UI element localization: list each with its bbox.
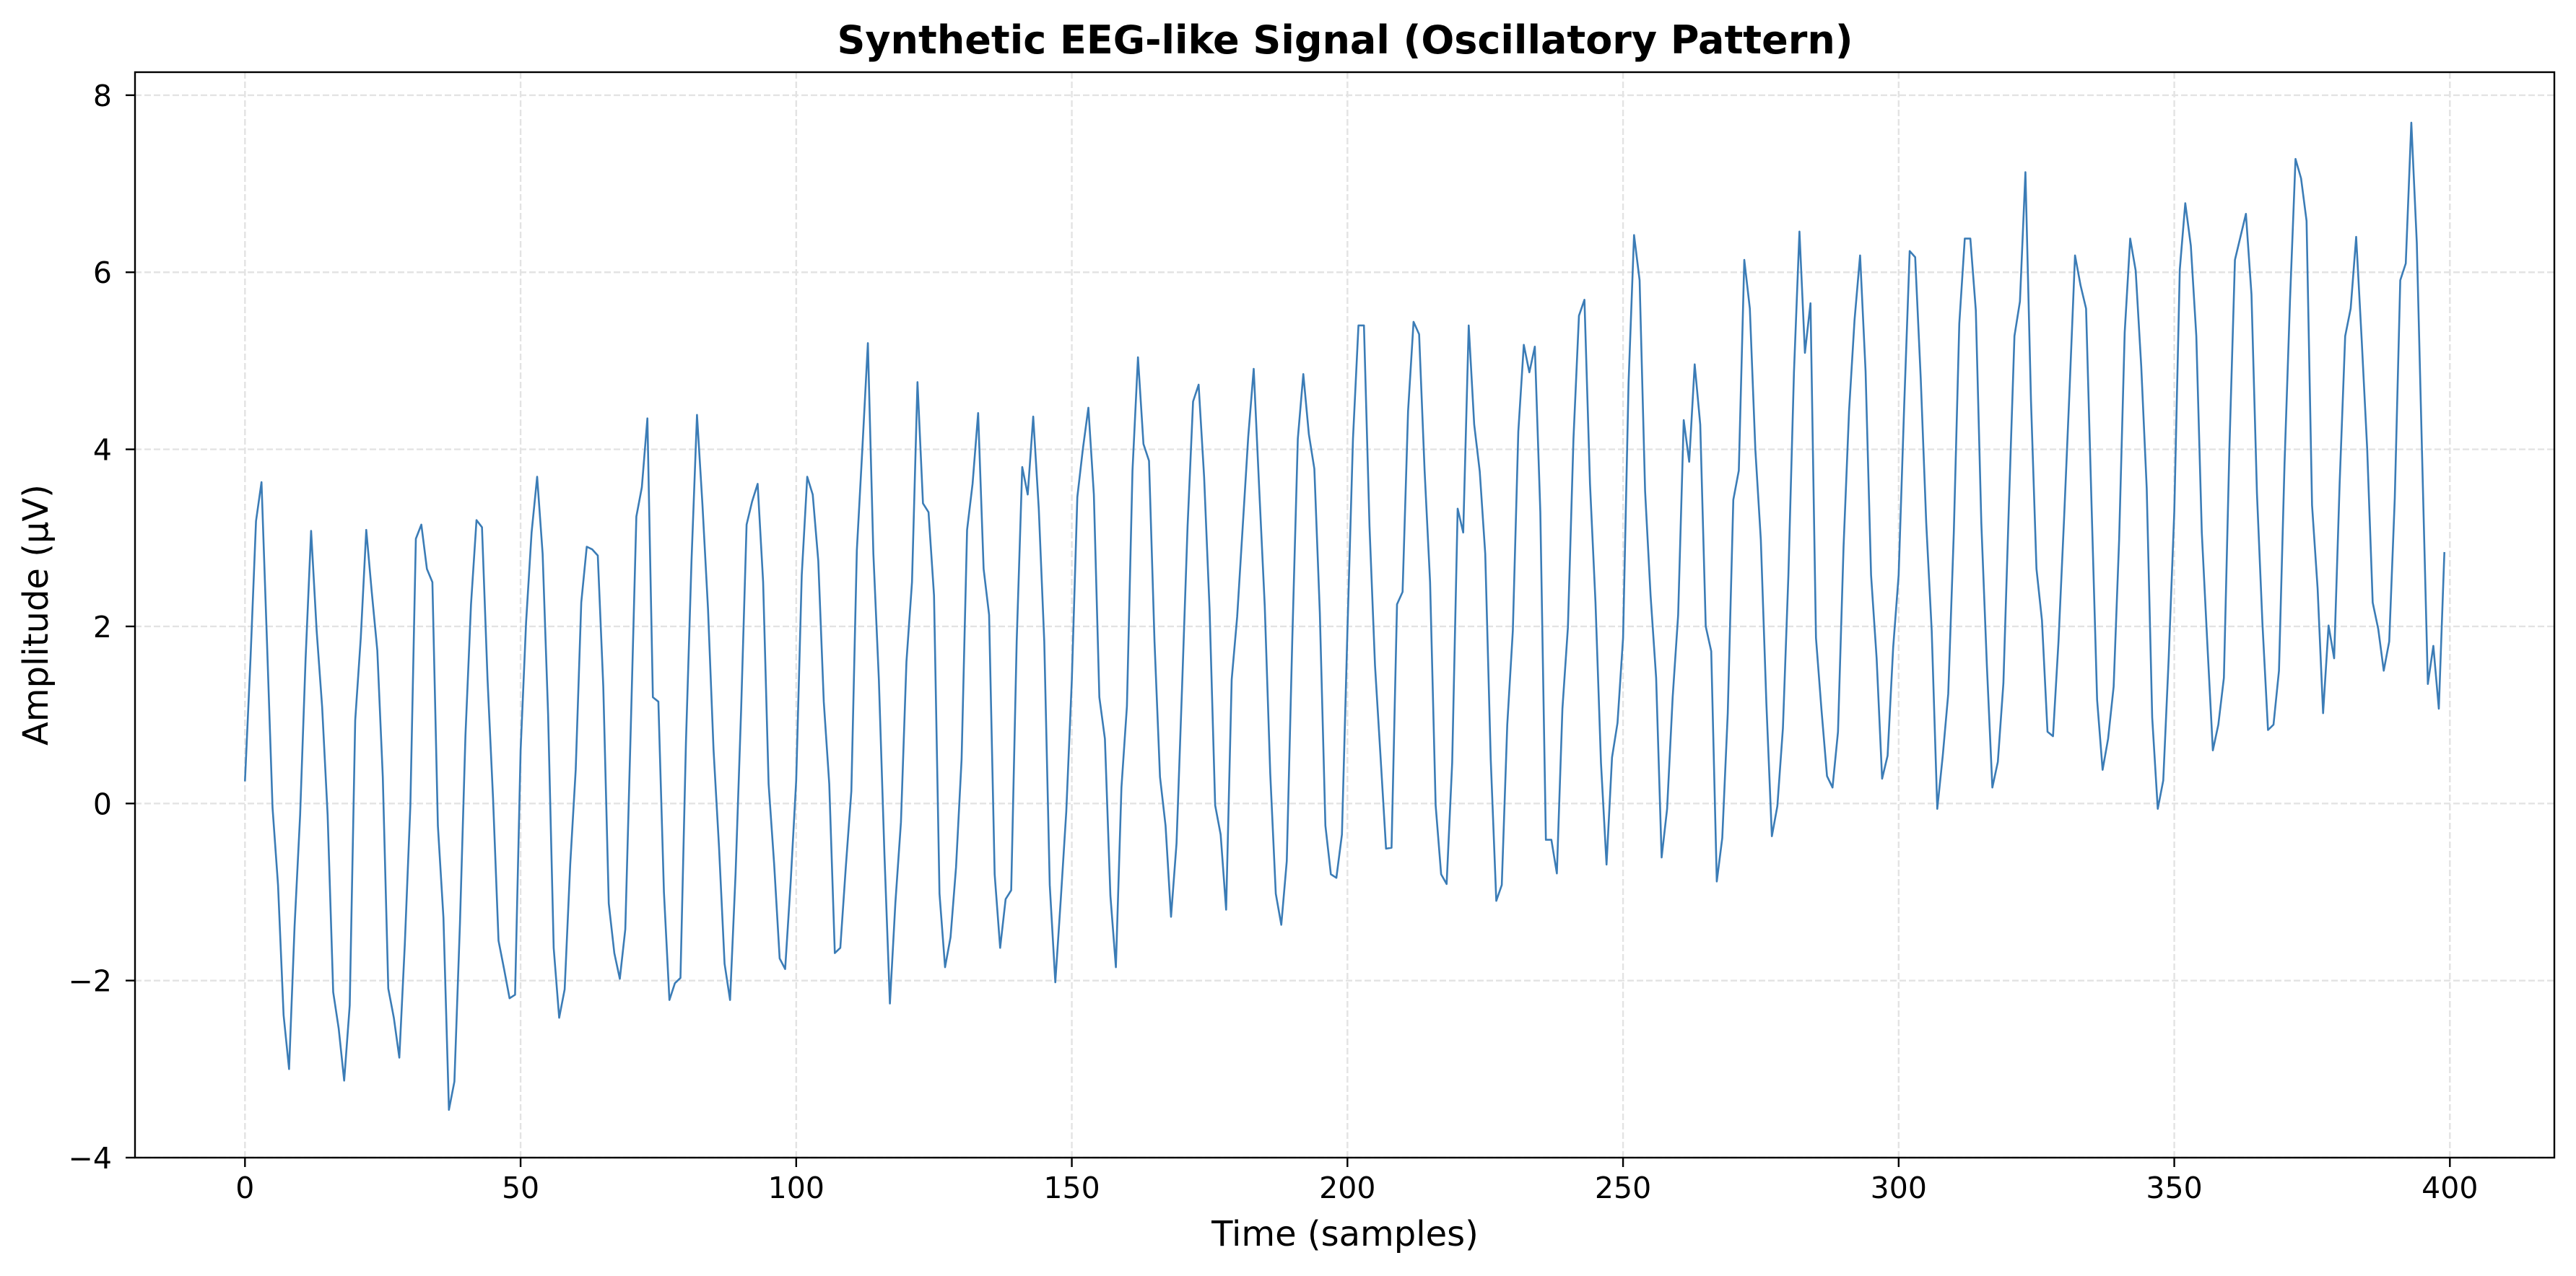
- y-tick-label: −2: [69, 964, 112, 999]
- axes-frame: [134, 71, 2556, 1159]
- x-tick-label: 50: [502, 1171, 539, 1205]
- chart-title: Synthetic EEG-like Signal (Oscillatory P…: [837, 17, 1853, 63]
- series-layer: [244, 121, 2445, 1111]
- y-tick-label: 6: [93, 255, 112, 290]
- y-tick-label: −4: [69, 1141, 112, 1176]
- x-tick-label: 100: [768, 1171, 824, 1205]
- y-axis-ticks: −4 −2 0 2 4 6 8: [69, 79, 135, 1176]
- x-tick-label: 200: [1319, 1171, 1375, 1205]
- y-tick-label: 2: [93, 610, 112, 644]
- x-axis-label: Time (samples): [1211, 1214, 1479, 1254]
- x-tick-label: 250: [1595, 1171, 1651, 1205]
- grid: [135, 72, 2554, 1159]
- x-tick-label: 400: [2421, 1171, 2478, 1205]
- y-tick-label: 8: [93, 79, 112, 113]
- y-tick-label: 4: [93, 433, 112, 468]
- y-axis-label: Amplitude (µV): [16, 484, 56, 746]
- x-tick-label: 350: [2146, 1171, 2202, 1205]
- y-tick-label: 0: [93, 787, 112, 821]
- x-tick-label: 150: [1043, 1171, 1100, 1205]
- x-tick-label: 0: [235, 1171, 254, 1205]
- x-axis-ticks: 0 50 100 150 200 250 300 350 400: [235, 1158, 2478, 1205]
- signal-line: [244, 121, 2445, 1111]
- x-tick-label: 300: [1871, 1171, 1927, 1205]
